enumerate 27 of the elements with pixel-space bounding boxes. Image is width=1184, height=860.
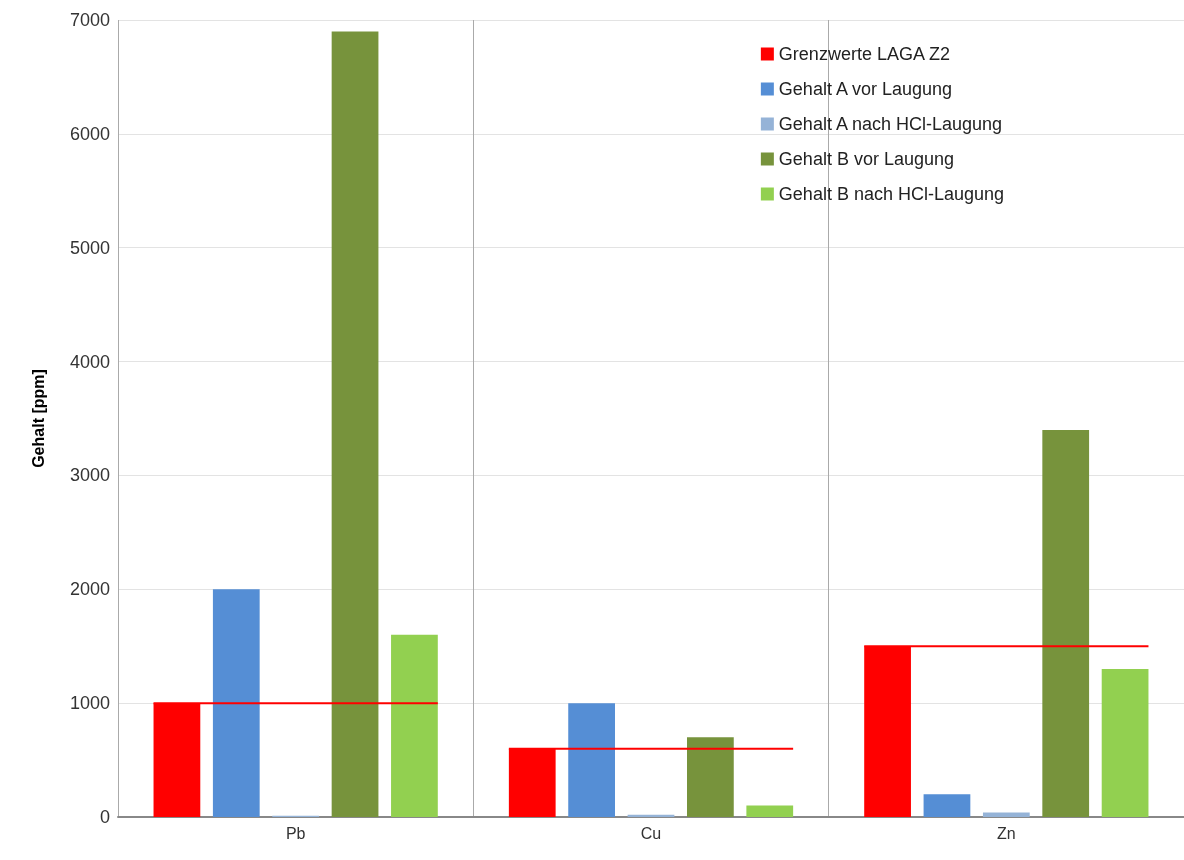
y-tick-label: 6000 (69, 123, 110, 144)
legend-label: Gehalt B nach HCl-Laugung (778, 184, 1004, 204)
x-tick-label: Cu (640, 824, 662, 842)
bar (331, 31, 379, 817)
y-tick-label: 1000 (69, 693, 110, 714)
y-tick-label: 2000 (69, 579, 110, 600)
bar (923, 794, 971, 817)
y-tick-label: 5000 (69, 237, 110, 258)
legend-label: Grenzwerte LAGA Z2 (778, 44, 950, 64)
legend-label: Gehalt A vor Laugung (778, 79, 952, 99)
y-tick-label: 7000 (69, 10, 110, 30)
x-tick-label: Pb (285, 824, 306, 842)
bar (1101, 668, 1149, 817)
bar (982, 812, 1030, 817)
bar (687, 737, 734, 817)
bar (746, 805, 794, 817)
legend-label: Gehalt B vor Laugung (778, 149, 954, 169)
y-tick-label: 3000 (69, 465, 110, 486)
bar (391, 634, 438, 817)
bar (212, 589, 260, 817)
bar (568, 703, 615, 817)
y-tick-label: 0 (99, 807, 110, 827)
bar (1042, 429, 1090, 817)
legend-label: Gehalt A nach HCl-Laugung (778, 114, 1003, 134)
y-axis-title: Gehalt [ppm] (29, 369, 47, 468)
y-tick-label: 4000 (69, 351, 110, 372)
x-tick-label: Zn (997, 824, 1016, 842)
